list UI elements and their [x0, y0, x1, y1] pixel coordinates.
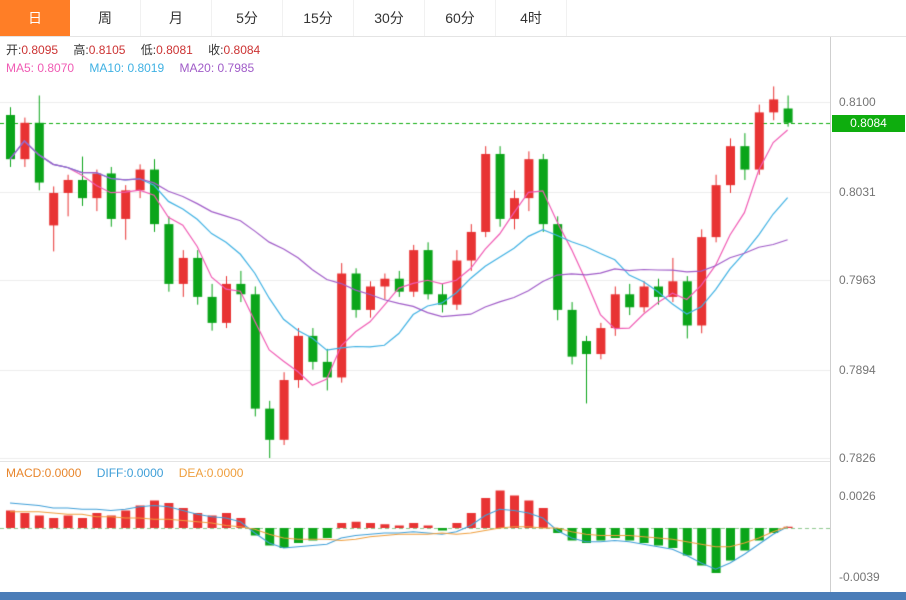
tab-day[interactable]: 日	[0, 0, 70, 36]
price-axis: 0.8100 0.8031 0.7963 0.7894 0.7826 0.808…	[830, 37, 906, 592]
macd-canvas[interactable]	[0, 462, 830, 592]
macd-value-legend: MACD:0.0000	[6, 466, 81, 480]
close-value: 0.8084	[223, 43, 261, 57]
ohlc-legend: 开:0.8095 高:0.8105 低:0.8081 收:0.8084	[6, 41, 272, 58]
dea-value-legend: DEA:0.0000	[179, 466, 244, 480]
tab-week[interactable]: 周	[70, 0, 141, 36]
macd-value: 0.0000	[44, 466, 82, 480]
ohlc-close: 收:0.8084	[208, 43, 260, 57]
ma20-label: MA20:	[179, 61, 215, 75]
tab-60min[interactable]: 60分	[425, 0, 496, 36]
macd-tick-negative: -0.0039	[839, 569, 880, 584]
tab-15min[interactable]: 15分	[283, 0, 354, 36]
panel-divider	[0, 461, 830, 462]
scrollbar-strip[interactable]	[0, 592, 906, 600]
ohlc-low: 低:0.8081	[141, 43, 193, 57]
price-tick-5: 0.7826	[839, 451, 876, 465]
price-tick-1: 0.8100	[839, 95, 876, 109]
diff-value: 0.0000	[126, 466, 164, 480]
ma10-value: 0.8019	[127, 61, 165, 75]
ma-legend: MA5: 0.8070 MA10: 0.8019 MA20: 0.7985	[6, 61, 266, 75]
open-value: 0.8095	[21, 43, 59, 57]
close-label: 收:	[208, 43, 224, 57]
diff-value-legend: DIFF:0.0000	[97, 466, 164, 480]
ma5-legend: MA5: 0.8070	[6, 61, 74, 75]
price-tick-3: 0.7963	[839, 273, 876, 287]
dea-label: DEA:	[178, 466, 207, 480]
ma10-label: MA10:	[89, 61, 125, 75]
ma5-label: MA5:	[6, 61, 35, 75]
ma20-value: 0.7985	[217, 61, 255, 75]
macd-label: MACD:	[6, 466, 45, 480]
tab-30min[interactable]: 30分	[354, 0, 425, 36]
ma10-legend: MA10: 0.8019	[89, 61, 164, 75]
low-label: 低:	[140, 43, 157, 57]
high-label: 高:	[73, 43, 89, 57]
open-label: 开:	[6, 43, 22, 57]
current-price-badge: 0.8084	[832, 114, 905, 132]
high-value: 0.8105	[88, 43, 126, 57]
tab-month[interactable]: 月	[141, 0, 212, 36]
low-value: 0.8081	[156, 43, 193, 57]
candlestick-canvas[interactable]	[0, 37, 830, 462]
ma5-value: 0.8070	[37, 61, 75, 75]
price-tick-2: 0.8031	[839, 184, 876, 199]
tab-5min[interactable]: 5分	[212, 0, 283, 36]
timeframe-toolbar: 日 周 月 5分 15分 30分 60分 4时	[0, 0, 906, 37]
ohlc-high: 高:0.8105	[73, 43, 125, 57]
ma20-legend: MA20: 0.7985	[179, 61, 254, 75]
dea-value: 0.0000	[206, 466, 244, 480]
diff-label: DIFF:	[96, 466, 127, 480]
macd-legend: MACD:0.0000 DIFF:0.0000 DEA:0.0000	[6, 466, 255, 480]
tab-4hour[interactable]: 4时	[496, 0, 567, 36]
macd-tick-positive: 0.0026	[839, 488, 876, 503]
price-tick-4: 0.7894	[839, 362, 876, 377]
ohlc-open: 开:0.8095	[6, 43, 58, 57]
